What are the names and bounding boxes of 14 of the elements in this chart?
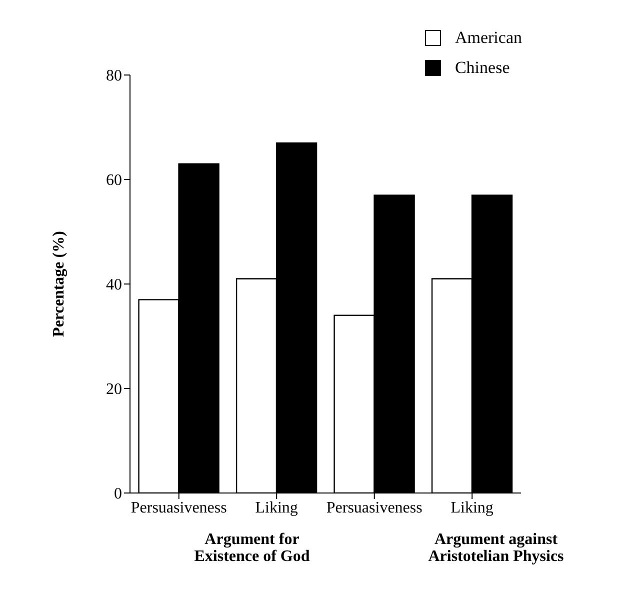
- text: Argument for Existence of God: [193, 531, 311, 565]
- y-tick-label: 0: [114, 486, 122, 503]
- y-tick-label: 80: [106, 68, 122, 85]
- y-tick-label: 40: [106, 276, 122, 294]
- y-axis-title: Percentage (%): [50, 231, 68, 337]
- text: Argument against Aristotelian Physics: [427, 531, 565, 565]
- x-tick-label: Liking: [450, 499, 494, 516]
- x-tick-label: Liking: [255, 499, 298, 516]
- x-tick-label: Persuasiveness: [130, 499, 227, 516]
- x-tick-label: Persuasiveness: [326, 499, 422, 516]
- y-tick-label: 20: [106, 381, 122, 398]
- legend-label: American: [454, 28, 522, 48]
- legend-label: Chinese: [454, 58, 510, 78]
- y-tick-label: 60: [106, 172, 122, 190]
